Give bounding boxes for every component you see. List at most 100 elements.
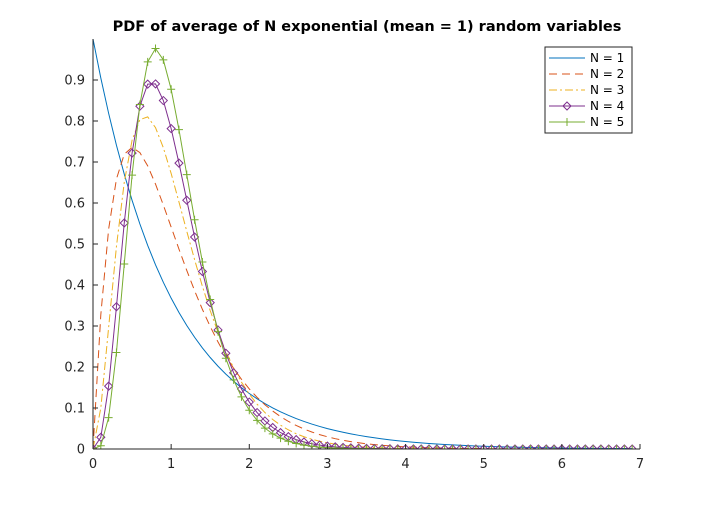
data-point-n5-67 [612, 445, 621, 449]
data-point-n4-20 [244, 397, 254, 407]
legend: N = 1 N = 2 N = 3 N = 4 N = 5 [544, 46, 633, 134]
y-tick-label: 0.4 [64, 279, 85, 294]
data-point-n5-14 [198, 257, 207, 266]
data-point-n5-32 [339, 444, 348, 449]
data-point-n4-42 [416, 444, 426, 449]
data-point-n4-36 [369, 443, 380, 449]
data-point-n4-59 [549, 444, 559, 449]
data-point-n4-9 [158, 95, 169, 106]
data-point-n4-29 [314, 440, 325, 449]
legend-label: N = 2 [590, 67, 624, 81]
data-point-n4-4 [119, 218, 129, 228]
data-point-n5-69 [628, 445, 637, 449]
data-point-n5-53 [503, 445, 512, 449]
x-tick-label: 3 [323, 457, 331, 472]
series-n3 [93, 116, 633, 449]
data-point-n4-55 [518, 444, 528, 449]
data-point-n4-58 [541, 444, 551, 449]
data-point-n5-10 [167, 85, 176, 94]
y-tick-label: 0.9 [64, 74, 85, 89]
x-tick-label: 5 [480, 457, 488, 472]
data-point-n4-33 [346, 443, 356, 449]
data-point-n5-11 [174, 125, 183, 134]
legend-item-n3: N = 3 [549, 83, 624, 97]
data-point-n5-26 [292, 439, 301, 448]
series-n2 [93, 146, 633, 449]
data-point-n4-61 [564, 444, 575, 449]
data-point-n5-5 [128, 171, 137, 180]
x-tick-label: 1 [167, 457, 175, 472]
data-point-n5-18 [229, 375, 238, 384]
legend-label: N = 3 [590, 83, 624, 97]
data-point-n4-8 [150, 79, 161, 89]
data-point-n4-47 [455, 444, 465, 449]
data-point-n5-51 [487, 445, 496, 449]
data-point-n5-55 [518, 445, 527, 449]
data-point-n4-51 [486, 444, 497, 449]
data-point-n4-67 [611, 444, 622, 449]
x-tick-label: 7 [636, 457, 644, 472]
data-point-n5-68 [620, 445, 629, 449]
data-point-n5-21 [253, 416, 262, 425]
y-tick-label: 0.1 [64, 402, 85, 417]
data-point-n4-30 [322, 441, 333, 449]
data-point-n5-31 [331, 444, 340, 449]
series-line-n2 [93, 146, 633, 449]
y-tick-label: 0.8 [64, 115, 85, 130]
legend-marker [562, 101, 572, 111]
data-point-n5-29 [315, 443, 324, 449]
data-point-n5-56 [526, 445, 535, 449]
data-point-n5-15 [206, 295, 215, 304]
x-tick-label: 0 [89, 457, 97, 472]
data-point-n4-32 [338, 442, 348, 449]
y-tick-label: 0.7 [64, 156, 85, 171]
data-point-n4-54 [510, 444, 520, 449]
data-point-n4-57 [533, 444, 544, 449]
data-point-n4-48 [463, 444, 473, 449]
legend-item-n5: N = 5 [549, 115, 624, 129]
data-point-n4-52 [494, 444, 505, 449]
legend-label: N = 1 [590, 51, 624, 65]
data-point-n4-40 [400, 444, 411, 449]
data-point-n5-62 [573, 445, 582, 449]
data-point-n5-27 [299, 441, 308, 449]
data-point-n4-3 [111, 302, 122, 312]
data-point-n5-16 [214, 327, 223, 336]
data-point-n5-64 [589, 445, 598, 449]
y-tick-label: 0.5 [64, 238, 85, 253]
data-point-n4-60 [557, 444, 567, 449]
data-point-n5-63 [581, 445, 590, 449]
data-point-n5-66 [604, 445, 613, 449]
data-point-n4-11 [174, 158, 184, 168]
data-point-n4-7 [142, 79, 153, 89]
y-tick-label: 0.3 [64, 320, 85, 335]
data-point-n4-65 [596, 444, 606, 449]
legend-label: N = 5 [590, 115, 624, 129]
data-point-n5-25 [284, 437, 293, 446]
data-point-n4-50 [479, 444, 489, 449]
data-point-n4-45 [439, 444, 450, 449]
data-point-n4-63 [580, 444, 591, 449]
legend-box [544, 46, 633, 134]
data-point-n5-7 [143, 57, 152, 66]
data-point-n4-34 [353, 443, 364, 449]
data-point-n5-19 [237, 392, 246, 401]
series-line-n1 [93, 39, 633, 449]
y-tick-label: 0.6 [64, 197, 85, 212]
data-point-n4-53 [502, 444, 512, 449]
data-point-n4-12 [182, 195, 192, 205]
data-point-n5-59 [550, 445, 559, 449]
data-point-n5-57 [534, 445, 543, 449]
data-point-n5-8 [151, 44, 160, 53]
data-point-n5-61 [565, 445, 574, 449]
data-point-n5-17 [221, 354, 230, 363]
axes: 0 1 2 3 4 5 6 7 0 0.1 0.2 0.3 0.4 0.5 0.6 0.7 0.8 0.9 [64, 39, 644, 472]
data-point-n5-65 [596, 445, 605, 449]
data-point-n5-4 [120, 260, 129, 269]
y-tick-label: 0.2 [64, 361, 85, 376]
data-point-n5-3 [112, 348, 121, 357]
legend-item-n2: N = 2 [549, 67, 624, 81]
data-point-n5-2 [104, 413, 113, 422]
data-point-n4-64 [588, 444, 598, 449]
